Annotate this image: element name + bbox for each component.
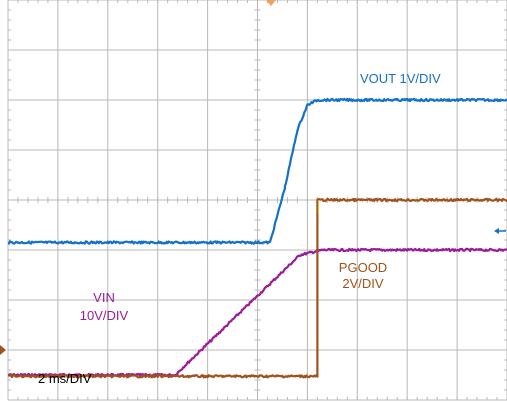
trace-vout	[7, 97, 507, 245]
trigger-position-marker	[266, 0, 276, 6]
traces	[7, 97, 507, 379]
ground-reference-marker	[0, 345, 6, 355]
vout-label: VOUT 1V/DIV	[360, 71, 441, 86]
trace-pgood	[7, 197, 507, 379]
vin-label-name: VIN	[93, 290, 115, 305]
trigger-level-arrow	[494, 228, 506, 234]
vin-label-scale: 10V/DIV	[80, 308, 129, 323]
pgood-label-scale: 2V/DIV	[342, 276, 384, 291]
timebase-label: 2 ms/DIV	[38, 371, 92, 386]
pgood-label-name: PGOOD	[339, 260, 387, 275]
